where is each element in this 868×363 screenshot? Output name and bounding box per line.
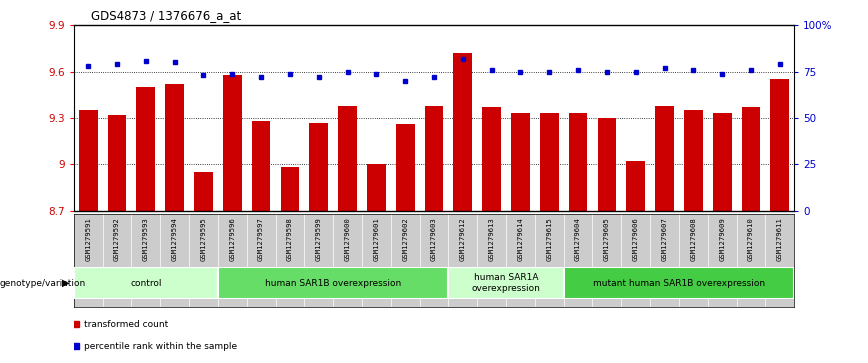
Text: GSM1279601: GSM1279601	[373, 217, 379, 261]
Text: GSM1279606: GSM1279606	[633, 217, 639, 261]
Text: GSM1279603: GSM1279603	[431, 217, 437, 261]
Text: GSM1279600: GSM1279600	[345, 217, 351, 261]
Text: human SAR1A
overexpression: human SAR1A overexpression	[471, 273, 541, 293]
Bar	[483, 107, 501, 211]
Bar	[280, 167, 299, 211]
Text: GSM1279604: GSM1279604	[575, 217, 581, 261]
Text: GDS4873 / 1376676_a_at: GDS4873 / 1376676_a_at	[91, 9, 241, 22]
Text: GSM1279599: GSM1279599	[316, 217, 322, 261]
Bar	[165, 84, 184, 211]
Text: ▶: ▶	[62, 278, 69, 288]
Text: GSM1279595: GSM1279595	[201, 217, 207, 261]
Text: GSM1279608: GSM1279608	[690, 217, 696, 261]
Text: GSM1279596: GSM1279596	[229, 217, 235, 261]
Text: GSM1279605: GSM1279605	[604, 217, 610, 261]
Text: GSM1279610: GSM1279610	[748, 217, 754, 261]
Text: GSM1279611: GSM1279611	[777, 217, 783, 261]
Bar	[136, 87, 155, 211]
Text: GSM1279597: GSM1279597	[258, 217, 264, 261]
Bar	[771, 79, 789, 211]
Text: percentile rank within the sample: percentile rank within the sample	[84, 342, 237, 351]
Bar	[453, 53, 472, 211]
Text: mutant human SAR1B overexpression: mutant human SAR1B overexpression	[593, 279, 765, 287]
Text: GSM1279613: GSM1279613	[489, 217, 495, 261]
Bar	[655, 106, 674, 211]
Text: genotype/variation: genotype/variation	[0, 279, 86, 287]
Bar	[540, 113, 559, 211]
Text: GSM1279602: GSM1279602	[402, 217, 408, 261]
Text: GSM1279609: GSM1279609	[720, 217, 725, 261]
Text: control: control	[130, 279, 161, 287]
Bar	[252, 121, 271, 211]
Text: GSM1279591: GSM1279591	[85, 217, 91, 261]
Bar	[449, 267, 563, 299]
Bar	[74, 267, 218, 299]
Bar	[339, 106, 357, 211]
Bar	[309, 123, 328, 211]
Text: GSM1279594: GSM1279594	[172, 217, 178, 261]
Bar	[367, 164, 385, 211]
Text: human SAR1B overexpression: human SAR1B overexpression	[265, 279, 401, 287]
Bar	[627, 161, 645, 211]
Bar	[569, 113, 588, 211]
Text: GSM1279612: GSM1279612	[460, 217, 466, 261]
Bar	[223, 75, 241, 211]
Bar	[597, 118, 616, 211]
Bar	[424, 106, 444, 211]
Text: GSM1279607: GSM1279607	[661, 217, 667, 261]
Bar	[563, 267, 794, 299]
Bar	[396, 124, 415, 211]
Text: GSM1279592: GSM1279592	[114, 217, 120, 261]
Bar	[511, 113, 529, 211]
Bar	[218, 267, 449, 299]
Bar	[713, 113, 732, 211]
Bar	[79, 110, 97, 211]
Text: GSM1279614: GSM1279614	[517, 217, 523, 261]
Text: GSM1279615: GSM1279615	[546, 217, 552, 261]
Text: transformed count: transformed count	[84, 320, 168, 329]
Bar	[194, 172, 213, 211]
Text: GSM1279593: GSM1279593	[143, 217, 148, 261]
Bar	[108, 115, 127, 211]
Bar	[684, 110, 703, 211]
Bar	[741, 107, 760, 211]
Text: GSM1279598: GSM1279598	[287, 217, 293, 261]
